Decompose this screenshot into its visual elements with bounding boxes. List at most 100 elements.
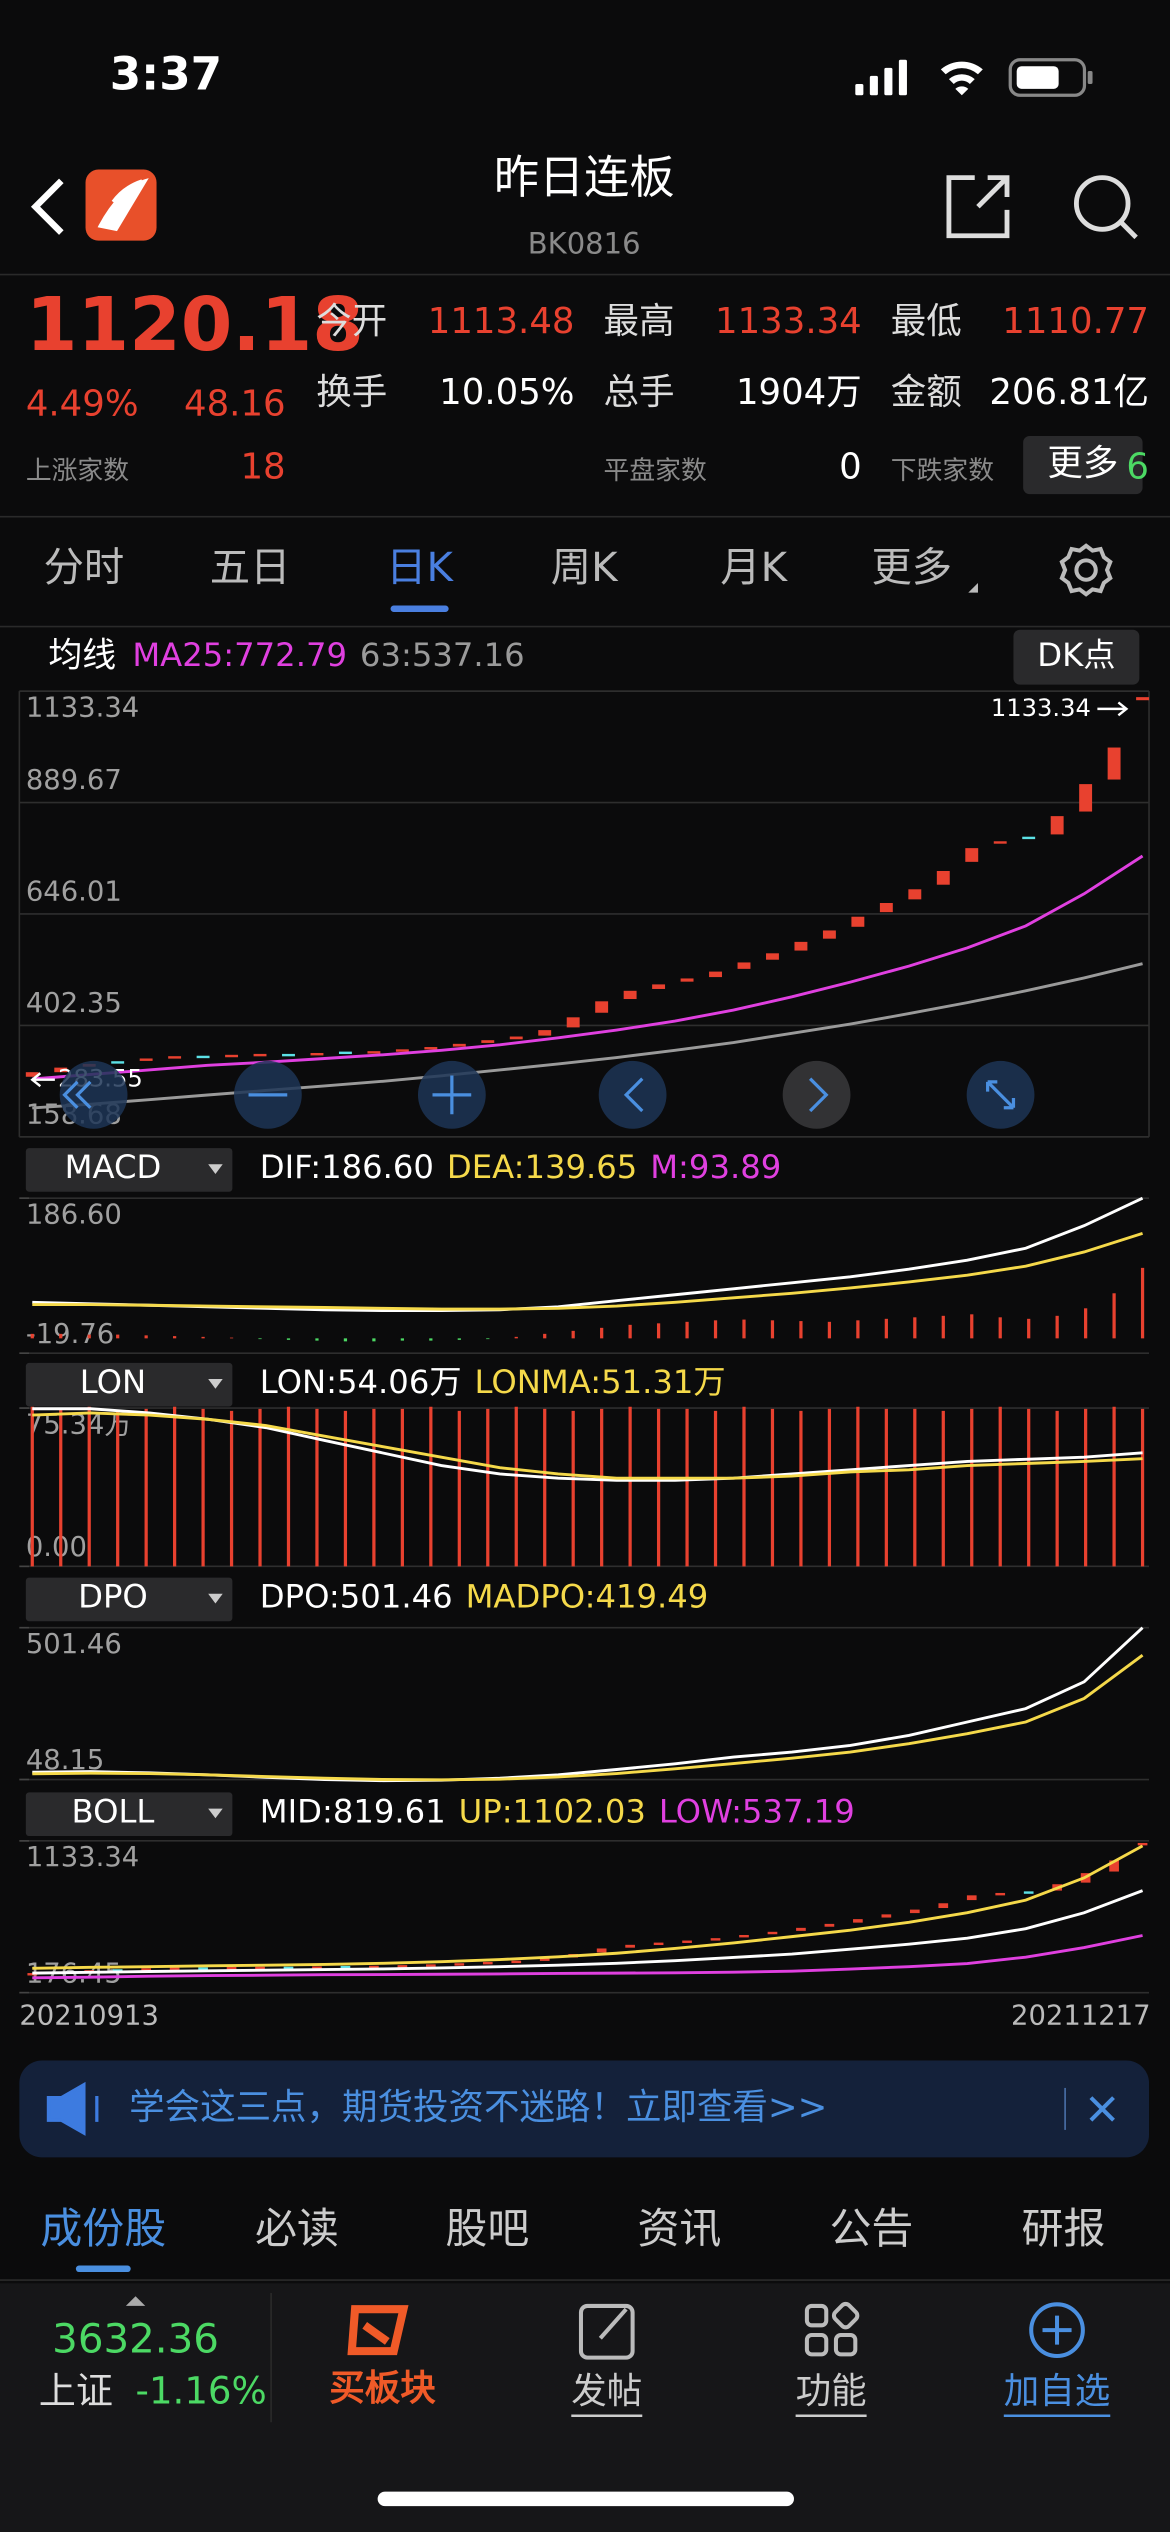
share-button[interactable] bbox=[946, 175, 1010, 239]
indicator-name[interactable]: BOLL bbox=[72, 1792, 155, 1830]
indicator-name[interactable]: MACD bbox=[65, 1148, 162, 1186]
period-tab[interactable]: 月K bbox=[720, 544, 788, 591]
candle bbox=[482, 1961, 493, 1965]
candle bbox=[766, 953, 779, 960]
candle bbox=[196, 1055, 210, 1059]
indicator-selector[interactable] bbox=[25, 1792, 233, 1837]
period-tab[interactable]: 分时 bbox=[44, 544, 125, 591]
candle bbox=[538, 1030, 552, 1036]
chart-control[interactable] bbox=[598, 1060, 667, 1129]
indicator-line bbox=[32, 1934, 1143, 1980]
candle bbox=[312, 1966, 322, 1969]
candle bbox=[879, 903, 893, 913]
content-tab[interactable]: 股吧 bbox=[445, 2204, 529, 2253]
candle bbox=[282, 1053, 295, 1057]
candle bbox=[395, 1049, 409, 1052]
candle bbox=[1050, 816, 1064, 835]
field-value: 1133.34 bbox=[715, 301, 862, 342]
home-indicator bbox=[377, 2491, 794, 2507]
banner-close[interactable] bbox=[1089, 2096, 1115, 2122]
period-tab[interactable]: 五日 bbox=[210, 544, 291, 591]
indicator-selector[interactable] bbox=[25, 1362, 233, 1407]
functions-icon bbox=[804, 2301, 860, 2357]
candle bbox=[226, 1967, 237, 1970]
selector-arrow bbox=[208, 1808, 223, 1819]
content-tab[interactable]: 研报 bbox=[1022, 2204, 1106, 2253]
functions-link[interactable]: 功能 bbox=[796, 2371, 867, 2412]
y-tick-label: -19.76 bbox=[26, 1319, 114, 1350]
breadth-value: 6 bbox=[1126, 446, 1149, 487]
candle bbox=[369, 1965, 379, 1969]
settings-button[interactable] bbox=[1059, 543, 1113, 597]
index-name[interactable]: 上证 bbox=[39, 2370, 113, 2413]
y-tick-label: 402.35 bbox=[26, 988, 122, 1019]
y-tick-label: 889.67 bbox=[26, 765, 122, 796]
indicator-name[interactable]: LON bbox=[80, 1363, 146, 1401]
last-price: 1120.18 bbox=[26, 281, 364, 368]
candle bbox=[824, 1923, 835, 1927]
period-tab[interactable]: 周K bbox=[551, 544, 619, 591]
buy-sector[interactable]: 买板块 bbox=[329, 2368, 436, 2409]
index-value[interactable]: 3632.36 bbox=[52, 2315, 219, 2362]
logo bbox=[85, 169, 157, 241]
legend-entry: MADPO:419.49 bbox=[466, 1578, 709, 1616]
y-tick-label: 646.01 bbox=[26, 876, 122, 907]
more-button[interactable] bbox=[1023, 435, 1143, 495]
field-label: 总手 bbox=[604, 372, 675, 413]
candle bbox=[653, 1942, 664, 1946]
banner[interactable] bbox=[19, 2060, 1150, 2158]
breadth-label: 上涨家数 bbox=[26, 456, 129, 486]
period-tab[interactable]: 更多 bbox=[871, 544, 952, 591]
high-annotation: 1133.34 bbox=[991, 694, 1091, 722]
candle bbox=[168, 1056, 182, 1059]
banner-text[interactable]: 学会这三点，期货投资不迷路！立即查看>> bbox=[129, 2087, 827, 2128]
x-date-label: 20211217 bbox=[1011, 2000, 1151, 2031]
back-button[interactable] bbox=[30, 178, 64, 235]
page-title: 昨日连板 bbox=[494, 151, 675, 204]
legend-entry: UP:1102.03 bbox=[459, 1792, 646, 1830]
indicator-selector[interactable] bbox=[25, 1577, 233, 1622]
footer-bar bbox=[0, 2283, 1170, 2532]
indicator-line bbox=[32, 962, 1143, 1110]
indicator-name[interactable]: DPO bbox=[78, 1578, 148, 1616]
chart-control[interactable] bbox=[59, 1060, 128, 1129]
dk-button[interactable] bbox=[1013, 629, 1140, 685]
content-tab[interactable]: 成份股 bbox=[40, 2204, 166, 2253]
candle bbox=[509, 1036, 523, 1040]
candle bbox=[225, 1054, 239, 1058]
more-label[interactable]: 更多 bbox=[1047, 443, 1118, 484]
field-label: 换手 bbox=[316, 372, 387, 413]
candle bbox=[454, 1963, 465, 1966]
indicator-selector[interactable] bbox=[25, 1148, 233, 1192]
candle bbox=[338, 1051, 352, 1055]
candle bbox=[1022, 836, 1036, 840]
candle bbox=[112, 1969, 123, 1972]
content-tab[interactable]: 资讯 bbox=[637, 2204, 721, 2253]
search-button[interactable] bbox=[1073, 175, 1138, 240]
expand-arrow[interactable] bbox=[125, 2296, 146, 2306]
post-link[interactable]: 发帖 bbox=[571, 2371, 642, 2412]
content-tab[interactable]: 公告 bbox=[829, 2204, 913, 2253]
candle bbox=[682, 1940, 692, 1943]
index-change[interactable]: -1.16% bbox=[136, 2370, 267, 2413]
clock: 3:37 bbox=[110, 48, 222, 101]
content-tab[interactable]: 必读 bbox=[255, 2204, 339, 2253]
indicator-line bbox=[32, 1231, 1144, 1311]
tab-underline bbox=[75, 2265, 131, 2273]
candle bbox=[54, 1067, 68, 1073]
field-label: 今开 bbox=[316, 301, 387, 342]
legend-entry: LONMA:51.31万 bbox=[475, 1363, 726, 1401]
breadth-value: 18 bbox=[240, 446, 285, 487]
candle bbox=[25, 1072, 39, 1077]
status-icons bbox=[855, 58, 1093, 97]
candle bbox=[595, 1001, 609, 1013]
watchlist-link[interactable]: 加自选 bbox=[1004, 2371, 1110, 2412]
candle bbox=[796, 1927, 806, 1931]
field-label: 最低 bbox=[891, 301, 962, 342]
low-marker bbox=[30, 1072, 55, 1088]
dk-label[interactable]: DK点 bbox=[1037, 636, 1115, 674]
period-tab[interactable]: 日K bbox=[386, 544, 454, 591]
chart-control[interactable] bbox=[782, 1060, 851, 1129]
legend-entry: DEA:139.65 bbox=[447, 1148, 637, 1186]
indicator-line bbox=[32, 1653, 1144, 1782]
